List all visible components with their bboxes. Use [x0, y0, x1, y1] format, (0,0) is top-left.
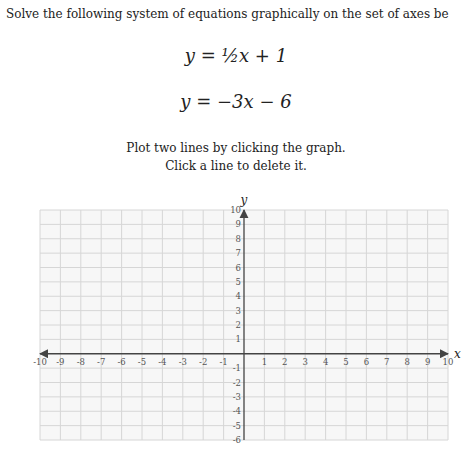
- annotation: y = −3x − 6: [179, 91, 291, 112]
- y-tick-label: 5: [236, 277, 241, 287]
- x-tick-label: -7: [97, 357, 105, 367]
- plot-area: [40, 210, 448, 440]
- y-tick-label: -6: [233, 435, 241, 445]
- x-tick-label: -2: [199, 357, 207, 367]
- x-tick-label: 10: [443, 357, 454, 367]
- x-tick-label: 4: [323, 357, 328, 367]
- title: Solve the following system of equations …: [6, 7, 449, 21]
- y-tick-label: 3: [236, 306, 241, 316]
- y-tick-label: -4: [233, 406, 241, 416]
- y-tick-label: 8: [236, 234, 241, 244]
- x-tick-label: -6: [117, 357, 125, 367]
- chart: Solve the following system of equations …: [0, 0, 472, 451]
- annotation: Plot two lines by clicking the graph.: [126, 141, 345, 155]
- y-axis: [243, 210, 244, 440]
- y-tick-label: 6: [236, 263, 241, 273]
- x-tick-label: -1: [219, 357, 227, 367]
- x-tick-label: 6: [364, 357, 369, 367]
- x-tick-label: 8: [404, 357, 409, 367]
- y-tick-label: 7: [236, 248, 241, 258]
- x-axis-label: x: [454, 347, 461, 361]
- y-axis-label: y: [240, 193, 248, 207]
- x-tick-label: 7: [384, 357, 389, 367]
- x-tick-label: -5: [138, 357, 146, 367]
- y-tick-label: -5: [233, 421, 241, 431]
- x-tick-label: 9: [425, 357, 430, 367]
- y-tick-label: 2: [236, 320, 241, 330]
- x-tick-label: 2: [282, 357, 287, 367]
- grid: [40, 210, 448, 440]
- y-tick-label: 10: [230, 205, 241, 215]
- y-tick-label: -3: [233, 392, 241, 402]
- annotation: y = ½x + 1: [184, 45, 287, 66]
- x-tick-label: -3: [179, 357, 187, 367]
- x-tick-label: 1: [262, 357, 267, 367]
- x-tick-label: 5: [343, 357, 348, 367]
- y-tick-label: 4: [236, 291, 241, 301]
- x-tick-label: 3: [302, 357, 307, 367]
- y-tick-label: 9: [236, 219, 241, 229]
- y-tick-label: 1: [236, 334, 241, 344]
- x-tick-label: -4: [158, 357, 166, 367]
- x-tick-label: -9: [56, 357, 64, 367]
- x-tick-label: -8: [77, 357, 85, 367]
- y-tick-label: -2: [233, 378, 241, 388]
- x-tick-label: -10: [33, 357, 47, 367]
- y-tick-label: -1: [233, 363, 241, 373]
- annotation: Click a line to delete it.: [165, 159, 307, 173]
